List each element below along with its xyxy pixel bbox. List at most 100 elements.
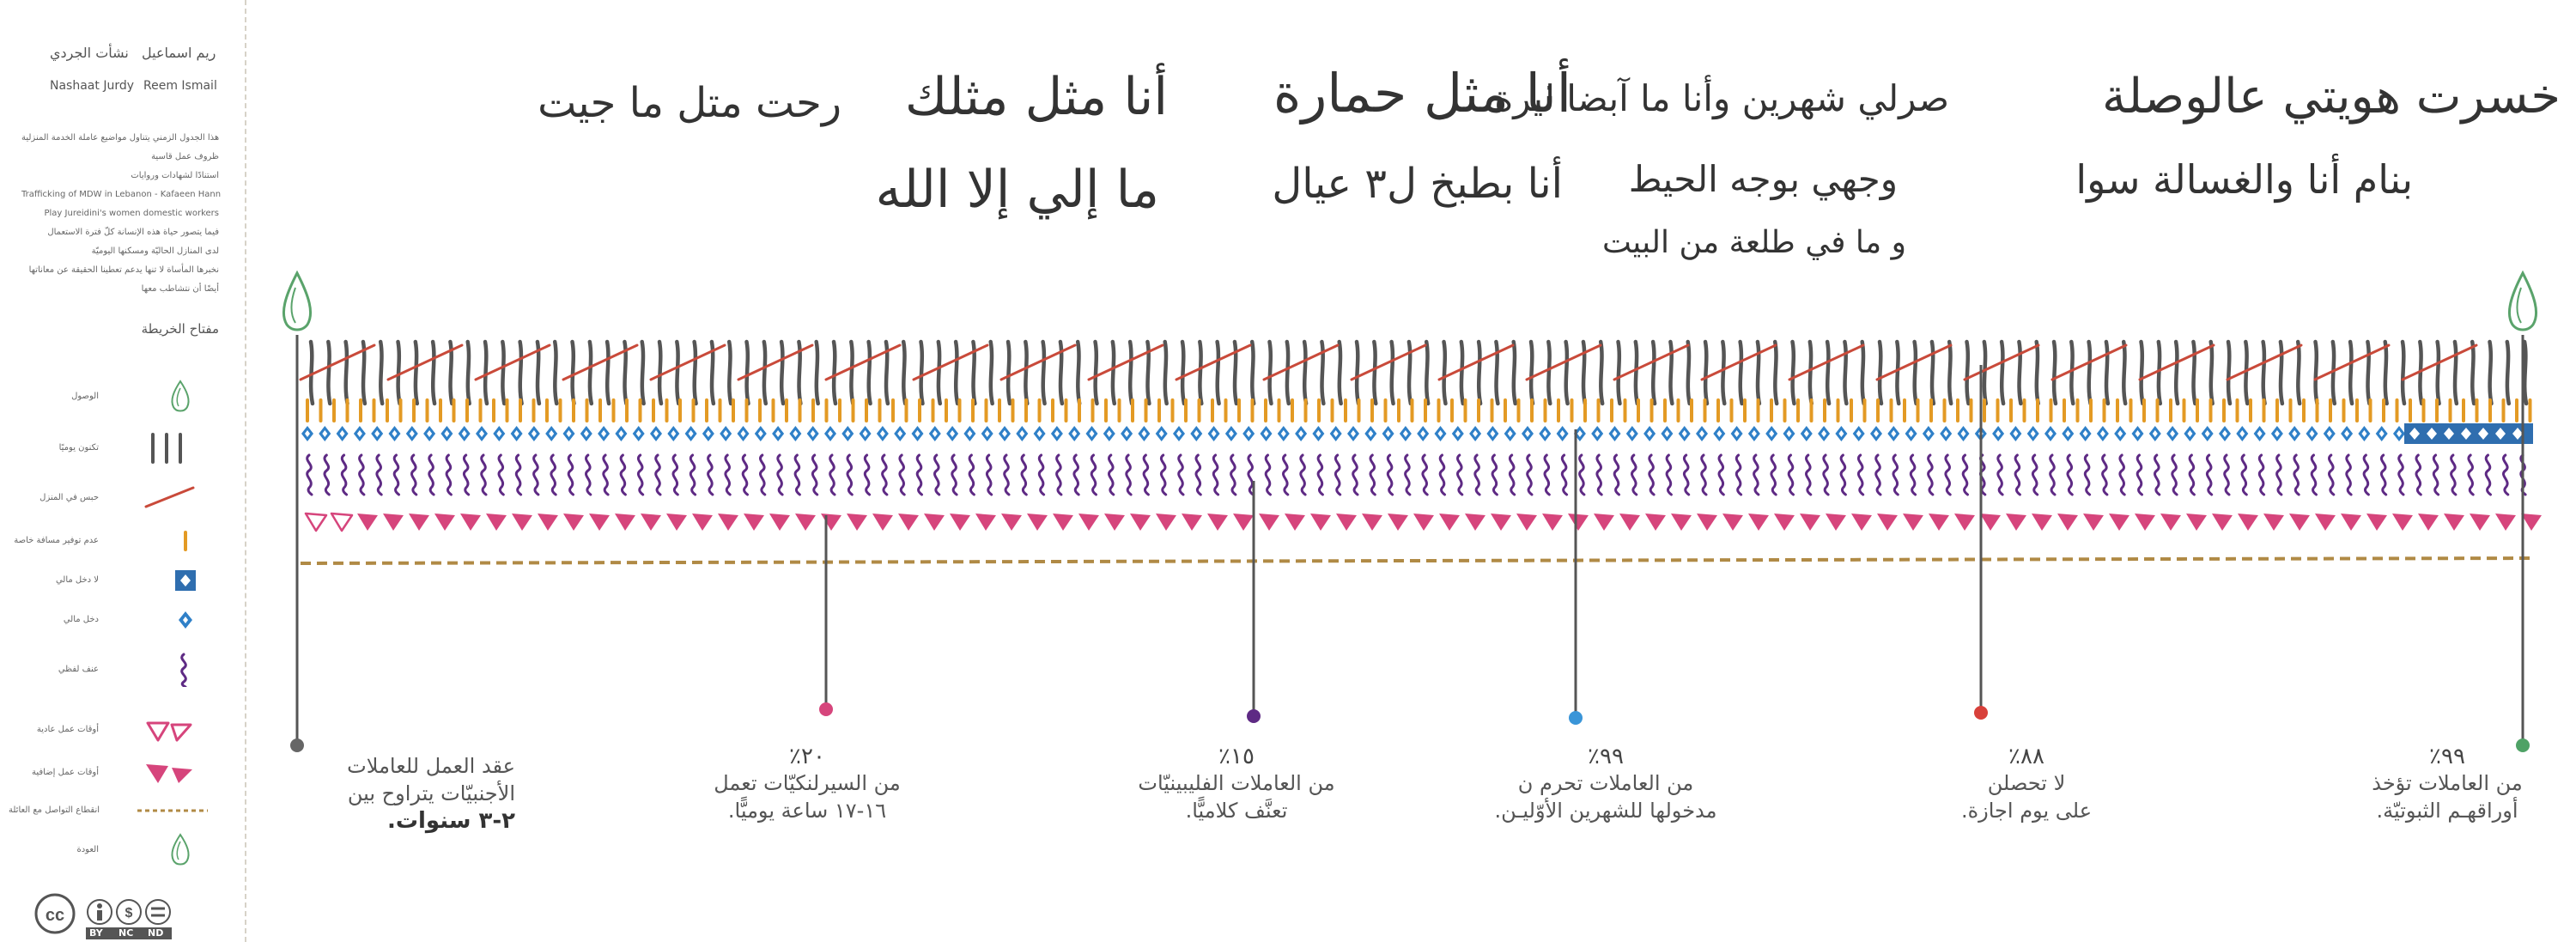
tally-mark xyxy=(2051,339,2058,406)
blue-diamond-center xyxy=(2013,430,2019,437)
purple-squiggle xyxy=(2101,453,2109,496)
purple-squiggle xyxy=(2014,453,2021,496)
stat-value: ٨٨٪ xyxy=(2008,744,2044,769)
blue-diamond-center xyxy=(409,430,415,437)
stat-contract: عقد العمل للعاملات الأجنبيّات يتراوح بين… xyxy=(309,752,515,835)
tally-mark xyxy=(1895,339,1901,406)
blue-diamond-center xyxy=(1158,430,1164,437)
blue-diamond-center xyxy=(1716,430,1722,437)
pink-filled-triangle xyxy=(2083,514,2104,531)
purple-squiggle xyxy=(1822,453,1830,496)
author-arabic-1: ريم اسماعيل xyxy=(142,45,216,61)
blue-diamond-center xyxy=(828,430,833,437)
purple-squiggle xyxy=(1369,453,1376,496)
tally-mark xyxy=(1442,339,1448,406)
tally-mark xyxy=(1703,339,1710,406)
pink-filled-triangle xyxy=(1800,514,1820,531)
pink-filled-triangle xyxy=(872,514,893,531)
blue-diamond-center xyxy=(1629,430,1635,437)
tally-mark xyxy=(605,339,611,406)
timeline-area: خسرت هويتي عالوصلة صرلي شهرين وأنا ما آب… xyxy=(249,0,2576,942)
confinement-slash xyxy=(2138,343,2215,381)
arrival-drop-icon xyxy=(282,270,313,331)
tally-mark xyxy=(2452,339,2459,406)
blue-diamond-center xyxy=(1595,430,1601,437)
quote: وجهي بوجه الحيط xyxy=(1628,158,1898,200)
blue-diamond-center xyxy=(1681,430,1687,437)
purple-squiggle xyxy=(1595,453,1603,496)
blue-diamond-center xyxy=(879,430,885,437)
stat-line: مدخولها للشهرين الأوّليـن. xyxy=(1494,799,1717,823)
tally-mark xyxy=(2348,339,2354,406)
pink-filled-triangle xyxy=(1594,514,1614,531)
purple-squiggle xyxy=(497,453,505,496)
legend-label: تكنون يوميًا xyxy=(58,443,99,453)
purple-squiggle xyxy=(2415,453,2422,496)
no-income-diamond xyxy=(2444,428,2454,440)
purple-squiggle xyxy=(2031,453,2039,496)
pink-filled-triangle xyxy=(1954,514,1975,531)
blue-square-diamond-icon xyxy=(175,570,196,591)
tally-mark xyxy=(587,339,594,406)
description: هذا الجدول الزمني يتناول مواضيع عاملة ال… xyxy=(21,129,221,299)
tally-mark xyxy=(2226,339,2233,406)
stat-line: من العاملات الفليبينيّات xyxy=(1138,771,1335,795)
purple-squiggle xyxy=(1560,453,1569,496)
stat-line: الأجنبيّات يتراوح بين xyxy=(347,781,515,805)
blue-diamond-center xyxy=(757,430,763,437)
confinement-slash xyxy=(999,343,1077,381)
tally-mark xyxy=(1145,339,1151,406)
blue-diamond-center xyxy=(1559,430,1565,437)
red-slash-icon xyxy=(144,486,195,508)
purple-squiggle xyxy=(741,453,749,496)
stat-verbal-abuse: ١٥٪ من العاملات الفليبينيّات تعنَّف كلام… xyxy=(1108,744,1365,824)
pink-filled-triangle xyxy=(898,514,919,531)
confinement-slash xyxy=(824,343,902,381)
no-income-diamond xyxy=(2478,428,2488,440)
stat-line: ٢-٣ سنوات. xyxy=(387,808,515,834)
purple-squiggle xyxy=(1142,453,1150,496)
purple-squiggle xyxy=(1979,453,1987,496)
tally-mark xyxy=(884,339,890,406)
pink-filled-triangle xyxy=(1774,514,1795,531)
blue-diamond-center xyxy=(1507,430,1513,437)
purple-squiggle xyxy=(2467,453,2475,496)
tally-mark xyxy=(448,339,454,406)
tally-mark xyxy=(797,339,803,406)
blue-diamond-center xyxy=(1072,430,1078,437)
blue-diamond-center xyxy=(2326,430,2332,437)
tally-mark xyxy=(2435,339,2441,406)
blue-diamond-center xyxy=(1455,430,1461,437)
confinement-slash xyxy=(1613,343,1690,381)
tally-mark xyxy=(2383,339,2389,406)
blue-diamond-center xyxy=(2187,430,2193,437)
brown-dashed-line-icon xyxy=(137,809,208,812)
tally-mark xyxy=(1459,339,1466,406)
stat-line: تعنَّف كلاميًّا. xyxy=(1185,799,1288,823)
no-income-diamond xyxy=(2409,428,2420,440)
pink-filled-triangle xyxy=(2263,514,2284,531)
tally-mark xyxy=(1807,339,1814,406)
tally-mark xyxy=(1528,339,1535,406)
pink-filled-triangle xyxy=(2366,514,2387,531)
blue-diamond-center xyxy=(1612,430,1618,437)
purple-squiggle xyxy=(724,453,732,496)
blue-diamond-center xyxy=(2117,430,2123,437)
blue-diamond-center xyxy=(845,430,851,437)
blue-diamond-center xyxy=(2379,430,2385,437)
purple-squiggle xyxy=(2171,453,2178,496)
purple-squiggle xyxy=(2118,453,2126,496)
tally-mark xyxy=(2295,339,2302,406)
blue-diamond-center xyxy=(1402,430,1408,437)
blue-diamond-center xyxy=(1664,430,1670,437)
pink-filled-triangle xyxy=(2109,514,2129,531)
pink-filled-triangle xyxy=(1645,514,1666,531)
pink-filled-triangle xyxy=(2418,514,2439,531)
tally-mark xyxy=(1215,339,1221,406)
pink-filled-triangle xyxy=(1851,514,1872,531)
blue-diamond-center xyxy=(932,430,938,437)
quote: ما إلي إلا الله xyxy=(875,160,1159,220)
purple-squiggle xyxy=(1177,453,1185,496)
purple-squiggle xyxy=(1856,453,1865,496)
purple-squiggle xyxy=(829,453,836,496)
